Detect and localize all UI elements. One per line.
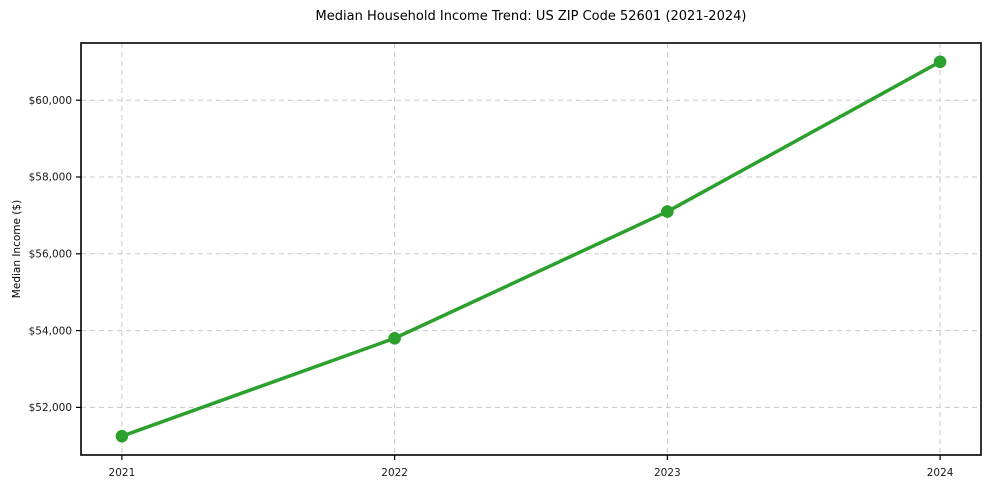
x-tick-label: 2022: [381, 467, 408, 479]
x-tick-label: 2023: [654, 467, 681, 479]
y-tick-label: $58,000: [29, 172, 72, 184]
y-tick-label: $56,000: [29, 248, 72, 260]
x-tick-label: 2021: [109, 467, 136, 479]
data-point: [933, 55, 947, 69]
data-point: [115, 429, 129, 443]
y-tick-label: $54,000: [29, 325, 72, 337]
data-point: [661, 205, 674, 218]
chart-title: Median Household Income Trend: US ZIP Co…: [315, 9, 747, 24]
y-tick-label: $60,000: [29, 95, 72, 107]
x-tick-label: 2024: [927, 467, 954, 479]
y-tick-label: $52,000: [29, 402, 72, 414]
data-line: [120, 60, 942, 438]
data-point: [388, 331, 401, 345]
plot-border: [80, 42, 982, 456]
